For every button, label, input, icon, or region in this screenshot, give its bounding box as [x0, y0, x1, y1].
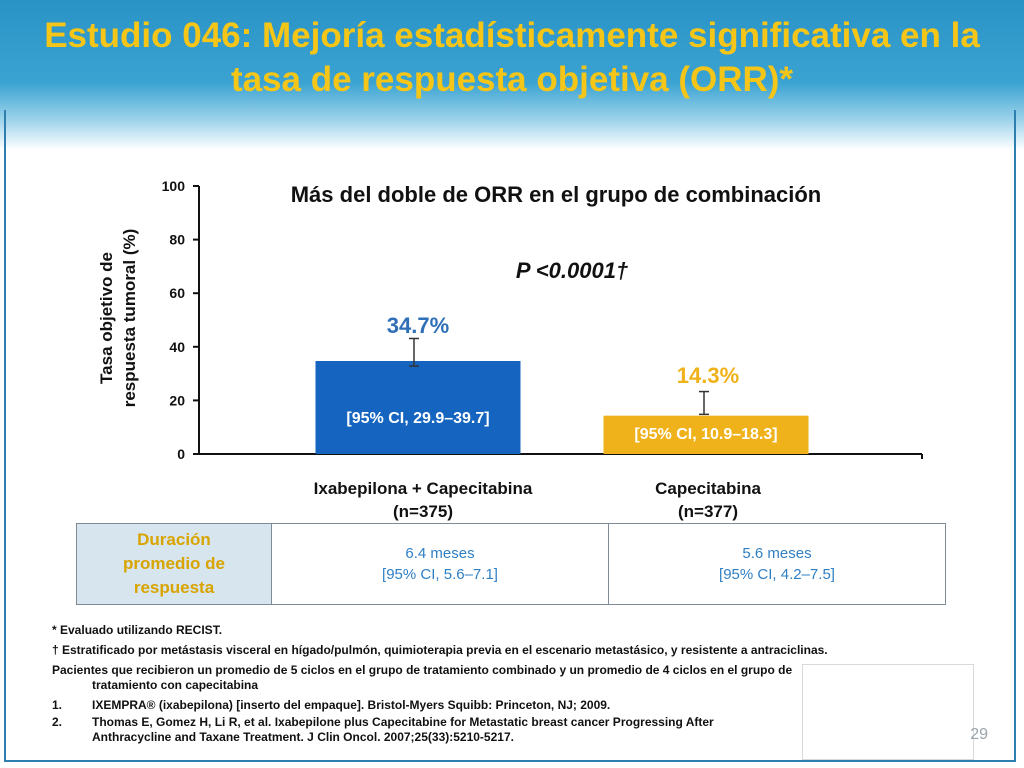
bar-value-label: 14.3% [677, 363, 739, 388]
y-axis-label-line2: respuesta tumoral (%) [120, 229, 139, 408]
reference-1: 1. IXEMPRA® (ixabepilona) [inserto del e… [52, 698, 952, 713]
bar [315, 361, 521, 454]
footnotes: * Evaluado utilizando RECIST. † Estratif… [52, 623, 952, 745]
table-cell-capecitabine: 5.6 meses [95% CI, 4.2–7.5] [609, 524, 945, 604]
footnote-recist: * Evaluado utilizando RECIST. [52, 623, 223, 637]
table-cell-combination: 6.4 meses [95% CI, 5.6–7.1] [272, 524, 609, 604]
combination-duration-ci: [95% CI, 5.6–7.1] [382, 566, 498, 583]
combination-duration: 6.4 meses [405, 545, 475, 562]
category-n-label: (n=375) [393, 502, 453, 521]
chart-axes: 0 20 40 60 80 100 Ixabepilona + Capecitabina (n… [162, 178, 923, 521]
reference-1-text: IXEMPRA® (ixabepilona) [inserto del empa… [92, 698, 611, 712]
table-header-line2: promedio de [122, 554, 225, 573]
footnote-cycles: Pacientes que recibieron un promedio de … [52, 663, 952, 693]
reference-2-text-line2: Anthracycline and Taxane Treatment. J Cl… [92, 730, 514, 744]
page-number: 29 [970, 726, 988, 743]
y-axis-label-line1: Tasa objetivo de [97, 252, 116, 384]
reference-2-number: 2. [52, 715, 63, 729]
slide-title: Estudio 046: Mejoría estadísticamente si… [0, 14, 1024, 102]
bar-ci-label: [95% CI, 29.9–39.7] [346, 410, 489, 427]
y-tick-label: 60 [169, 285, 185, 301]
response-duration-table: Duración promedio de respuesta 6.4 meses… [76, 523, 946, 605]
chart-subtitle: Más del doble de ORR en el grupo de comb… [291, 182, 822, 207]
bar-ci-label: [95% CI, 10.9–18.3] [634, 426, 777, 443]
chart-bars: [95% CI, 29.9–39.7] 34.7% [95% CI, 10.9–18… [315, 313, 809, 454]
category-n-label: (n=377) [678, 502, 738, 521]
slide-title-line2: tasa de respuesta objetiva (ORR)* [230, 60, 794, 99]
bar-value-label: 34.7% [387, 313, 449, 338]
category-label: Capecitabina [655, 479, 761, 498]
y-tick-label: 100 [162, 178, 186, 194]
title-banner [0, 0, 1024, 150]
category-label: Ixabepilona + Capecitabina [314, 479, 533, 498]
reference-2-text-line1: Thomas E, Gomez H, Li R, et al. Ixabepil… [92, 715, 714, 729]
y-tick-label: 20 [169, 392, 185, 408]
reference-1-number: 1. [52, 698, 63, 712]
capecitabine-duration-ci: [95% CI, 4.2–7.5] [719, 566, 835, 583]
y-tick-label: 40 [169, 339, 185, 355]
y-tick-label: 80 [169, 232, 185, 248]
table-header-line3: respuesta [133, 578, 215, 597]
table-header-line1: Duración [137, 530, 211, 549]
capecitabine-duration: 5.6 meses [742, 545, 812, 562]
footnote-stratified: † Estratificado por metástasis visceral … [52, 643, 828, 657]
table-header-cell: Duración promedio de respuesta [77, 524, 272, 604]
bar [603, 415, 809, 454]
footnote-cycles-line2: tratamiento con capecitabina [92, 678, 259, 692]
p-value-label: P <0.0001† [516, 258, 628, 283]
y-tick-label: 0 [177, 446, 185, 462]
blank-box [802, 664, 974, 760]
slide-title-line1: Estudio 046: Mejoría estadísticamente si… [44, 16, 980, 55]
reference-2: 2. Thomas E, Gomez H, Li R, et al. Ixabe… [52, 715, 952, 745]
footnote-cycles-line1: Pacientes que recibieron un promedio de … [52, 663, 793, 677]
